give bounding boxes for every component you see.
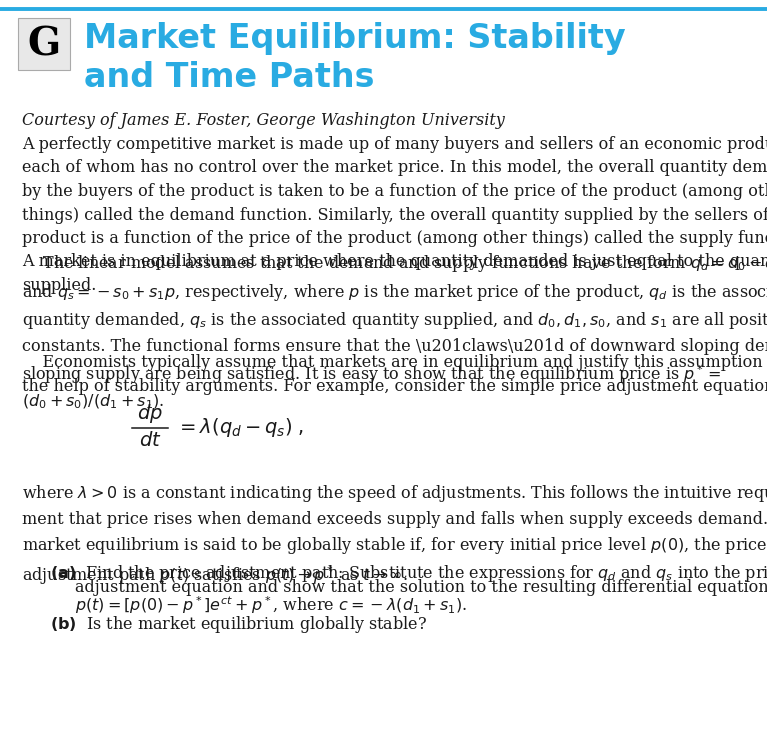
Text: Courtesy of James E. Foster, George Washington University: Courtesy of James E. Foster, George Wash…: [22, 112, 505, 129]
Text: $\mathbf{(a)}$  Find the price adjustment path: Substitute the expressions for $: $\mathbf{(a)}$ Find the price adjustment…: [50, 562, 767, 584]
Text: where $\lambda > 0$ is a constant indicating the speed of adjustments. This foll: where $\lambda > 0$ is a constant indica…: [22, 483, 767, 587]
Text: Market Equilibrium: Stability
and Time Paths: Market Equilibrium: Stability and Time P…: [84, 22, 626, 94]
Text: $dp$: $dp$: [137, 402, 163, 424]
Text: G: G: [28, 25, 61, 63]
Text: $\mathbf{(b)}$  Is the market equilibrium globally stable?: $\mathbf{(b)}$ Is the market equilibrium…: [50, 615, 427, 636]
Text: $dt$: $dt$: [139, 430, 161, 450]
Text: $p(t) = [p(0) - p^*]e^{ct} + p^*$, where $c = -\lambda(d_1 + s_1)$.: $p(t) = [p(0) - p^*]e^{ct} + p^*$, where…: [75, 594, 467, 616]
FancyBboxPatch shape: [18, 18, 70, 70]
Text: Economists typically assume that markets are in equilibrium and justify this ass: Economists typically assume that markets…: [22, 354, 767, 395]
Text: A perfectly competitive market is made up of many buyers and sellers of an econo: A perfectly competitive market is made u…: [22, 136, 767, 294]
Text: The linear model assumes that the demand and supply functions have the form $q_d: The linear model assumes that the demand…: [22, 253, 767, 411]
Text: $= \lambda(q_d - q_s)\;,$: $= \lambda(q_d - q_s)\;,$: [176, 416, 304, 439]
Text: adjustment equation and show that the solution to the resulting differential equ: adjustment equation and show that the so…: [75, 578, 767, 596]
